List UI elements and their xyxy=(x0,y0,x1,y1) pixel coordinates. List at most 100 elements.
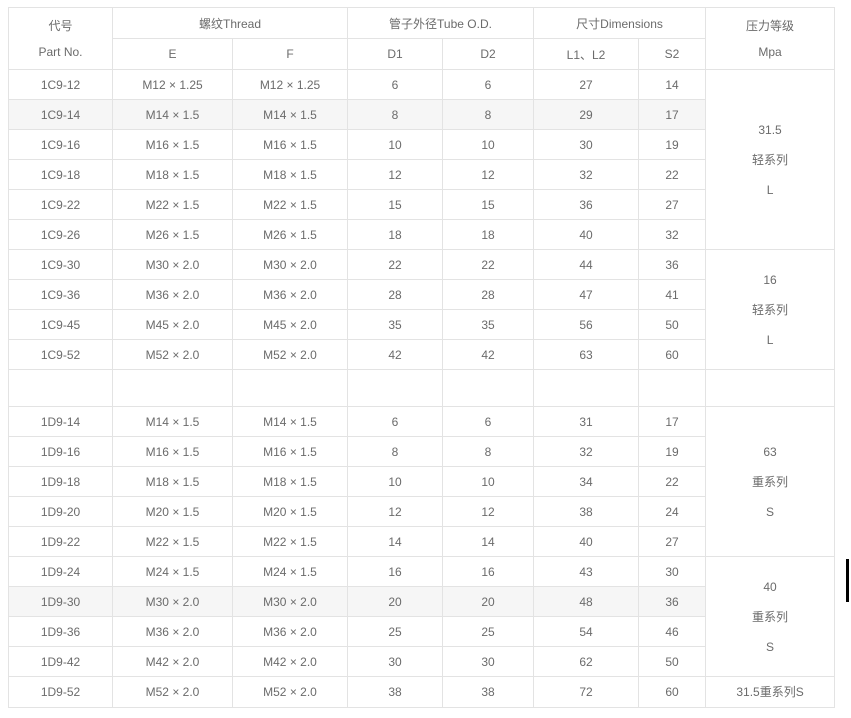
cell-l1l2: 40 xyxy=(533,219,640,250)
pressure-cell: 31.5 轻系列 L xyxy=(705,69,836,250)
cell-e: M14 × 1.5 xyxy=(112,99,233,130)
scrollbar-thumb[interactable] xyxy=(846,559,849,602)
cell-s2: 50 xyxy=(638,646,707,677)
cell-e xyxy=(112,369,233,407)
pressure-value: 31.5 xyxy=(758,122,782,137)
cell-e: M45 × 2.0 xyxy=(112,309,233,340)
table-row: 1D9-36 M36 × 2.0 M36 × 2.0 25 25 54 46 xyxy=(8,616,835,647)
table-row: 1C9-18 M18 × 1.5 M18 × 1.5 12 12 32 22 xyxy=(8,159,835,190)
cell-part: 1D9-24 xyxy=(8,556,113,587)
cell-d1: 16 xyxy=(347,556,443,587)
cell-l1l2: 30 xyxy=(533,129,640,160)
cell-s2: 36 xyxy=(638,249,707,280)
cell-l1l2: 56 xyxy=(533,309,640,340)
header-pressure-en: Mpa xyxy=(758,44,782,59)
cell-d1: 6 xyxy=(347,406,443,437)
cell-s2: 24 xyxy=(638,496,707,527)
cell-part: 1C9-52 xyxy=(8,339,113,370)
cell-e: M16 × 1.5 xyxy=(112,436,233,467)
cell-s2: 27 xyxy=(638,189,707,220)
cell-part xyxy=(8,369,113,407)
cell-part: 1C9-26 xyxy=(8,219,113,250)
cell-s2: 22 xyxy=(638,159,707,190)
table-row: 1C9-45 M45 × 2.0 M45 × 2.0 35 35 56 50 xyxy=(8,309,835,340)
cell-f: M16 × 1.5 xyxy=(232,436,348,467)
cell-d2: 25 xyxy=(441,616,535,647)
cell-e: M36 × 2.0 xyxy=(112,279,233,310)
pressure-cell: 40 重系列 S xyxy=(705,556,836,677)
pressure-series-code: L xyxy=(766,182,774,197)
cell-part: 1D9-16 xyxy=(8,436,113,467)
cell-s2: 41 xyxy=(638,279,707,310)
cell-d1: 22 xyxy=(347,249,443,280)
cell-f: M36 × 2.0 xyxy=(232,616,348,647)
cell-s2: 60 xyxy=(638,676,707,708)
cell-d1: 20 xyxy=(347,586,443,617)
cell-part: 1C9-36 xyxy=(8,279,113,310)
cell-s2: 30 xyxy=(638,556,707,587)
cell-l1l2: 40 xyxy=(533,526,640,557)
cell-d2: 14 xyxy=(441,526,535,557)
cell-l1l2: 48 xyxy=(533,586,640,617)
table-row: 1C9-26 M26 × 1.5 M26 × 1.5 18 18 40 32 xyxy=(8,219,835,250)
cell-s2: 14 xyxy=(638,69,707,100)
cell-d1: 6 xyxy=(347,69,443,100)
pressure-series-zh: 重系列 xyxy=(752,474,789,489)
cell-e: M26 × 1.5 xyxy=(112,219,233,250)
cell-part: 1D9-22 xyxy=(8,526,113,557)
cell-s2: 32 xyxy=(638,219,707,250)
cell-d2: 8 xyxy=(441,99,535,130)
cell-d2: 18 xyxy=(441,219,535,250)
cell-e: M52 × 2.0 xyxy=(112,339,233,370)
table-row: 1D9-24 M24 × 1.5 M24 × 1.5 16 16 43 30 4… xyxy=(8,556,836,677)
table-row: 1C9-36 M36 × 2.0 M36 × 2.0 28 28 47 41 xyxy=(8,279,835,310)
header-part-no-zh: 代号 xyxy=(48,18,73,33)
cell-d2 xyxy=(441,369,535,407)
table-row: 1C9-22 M22 × 1.5 M22 × 1.5 15 15 36 27 xyxy=(8,189,835,220)
table-row: 1D9-18 M18 × 1.5 M18 × 1.5 10 10 34 22 xyxy=(8,466,835,497)
cell-f: M45 × 2.0 xyxy=(232,309,348,340)
cell-d2: 10 xyxy=(441,129,535,160)
cell-part: 1C9-14 xyxy=(8,99,113,130)
cell-d1: 8 xyxy=(347,436,443,467)
cell-d1: 10 xyxy=(347,129,443,160)
cell-d2: 22 xyxy=(441,249,535,280)
cell-d1: 10 xyxy=(347,466,443,497)
cell-s2: 46 xyxy=(638,616,707,647)
cell-f: M16 × 1.5 xyxy=(232,129,348,160)
cell-e: M42 × 2.0 xyxy=(112,646,233,677)
cell-e: M12 × 1.25 xyxy=(112,69,233,100)
cell-s2: 36 xyxy=(638,586,707,617)
cell-e: M30 × 2.0 xyxy=(112,249,233,280)
cell-part: 1D9-52 xyxy=(8,676,113,708)
cell-e: M16 × 1.5 xyxy=(112,129,233,160)
cell-part: 1D9-30 xyxy=(8,586,113,617)
header-col-s2: S2 xyxy=(638,38,707,70)
cell-l1l2: 38 xyxy=(533,496,640,527)
table-row: 1D9-22 M22 × 1.5 M22 × 1.5 14 14 40 27 xyxy=(8,526,835,557)
pressure-series-code: S xyxy=(766,504,775,519)
header-thread-group: 螺纹Thread xyxy=(112,7,348,39)
cell-d1 xyxy=(347,369,443,407)
cell-f: M14 × 1.5 xyxy=(232,406,348,437)
pressure-cell xyxy=(705,369,836,407)
cell-part: 1D9-36 xyxy=(8,616,113,647)
cell-f: M18 × 1.5 xyxy=(232,466,348,497)
cell-d2: 42 xyxy=(441,339,535,370)
header-col-d2: D2 xyxy=(441,38,535,70)
pressure-value: 31.5重系列S xyxy=(736,685,804,699)
cell-l1l2: 36 xyxy=(533,189,640,220)
pressure-cell: 31.5重系列S xyxy=(705,676,836,708)
cell-f: M52 × 2.0 xyxy=(232,339,348,370)
cell-s2 xyxy=(638,369,707,407)
table-body: 1C9-12 M12 × 1.25 M12 × 1.25 6 6 27 14 3… xyxy=(8,69,836,708)
pressure-value: 16 xyxy=(763,272,777,287)
pressure-cell: 16 轻系列 L xyxy=(705,249,836,370)
table-header: 代号 Part No. 螺纹Thread 管子外径Tube O.D. 尺寸Dim… xyxy=(8,7,836,70)
cell-e: M30 × 2.0 xyxy=(112,586,233,617)
pressure-cell: 63 重系列 S xyxy=(705,406,836,557)
cell-d1: 12 xyxy=(347,159,443,190)
cell-f: M30 × 2.0 xyxy=(232,249,348,280)
table-row: 1D9-14 M14 × 1.5 M14 × 1.5 6 6 31 17 63 … xyxy=(8,406,836,557)
